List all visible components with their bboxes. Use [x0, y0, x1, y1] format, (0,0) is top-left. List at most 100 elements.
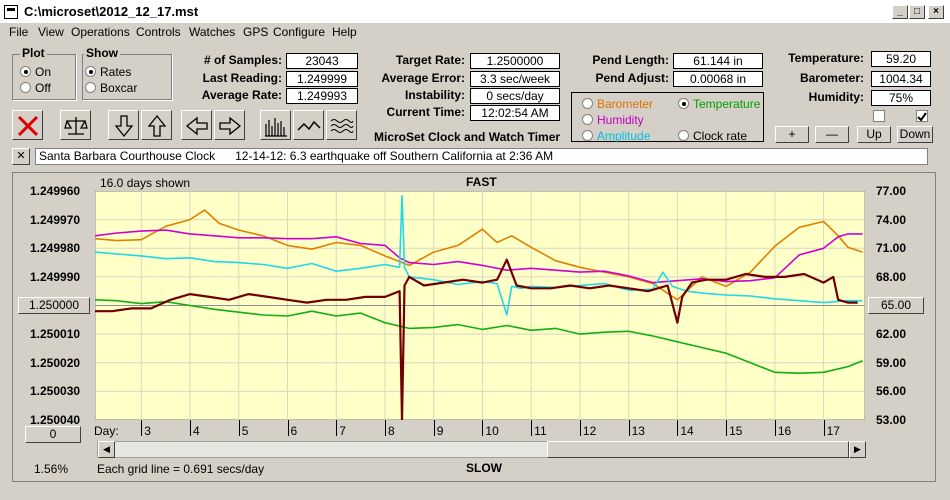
right-axis-tick: 53.00	[876, 413, 907, 427]
clear-button[interactable]	[12, 110, 43, 140]
up-button[interactable]: Up	[857, 126, 891, 143]
right-axis-tick: 71.00	[876, 241, 907, 256]
radio-dot-icon	[582, 130, 593, 142]
app-name: MicroSet Clock and Watch Timer	[374, 130, 561, 144]
radio-dot-icon	[582, 114, 593, 126]
minimize-button[interactable]: _	[892, 5, 908, 19]
menu-controls[interactable]: Controls	[136, 25, 181, 39]
title-bar: C:\microset\2012_12_17.mst _ □ ×	[0, 0, 950, 24]
series-humidity	[95, 229, 863, 284]
horizontal-scrollbar[interactable]: ◀ ▶	[97, 441, 866, 458]
scroll-right-arrow[interactable]: ▶	[849, 441, 866, 458]
radio-dot-icon	[20, 82, 31, 94]
checkbox-left[interactable]	[873, 110, 885, 122]
line-wave-icon	[297, 120, 321, 131]
x-tick-mark	[336, 420, 338, 436]
menu-gps[interactable]: GPS	[243, 25, 269, 39]
day-label: Day:	[94, 424, 119, 438]
scroll-down-button[interactable]	[108, 110, 139, 140]
x-tick-mark	[482, 420, 484, 436]
x-axis-tick: 5	[241, 424, 249, 438]
plus-button[interactable]: +	[775, 126, 809, 143]
histogram-icon	[265, 118, 287, 137]
series-clock-rate	[95, 258, 858, 420]
barometer-radio[interactable]: Barometer	[582, 96, 653, 111]
rate-chart	[95, 191, 865, 420]
target-rate-field[interactable]: 1.2500000	[470, 53, 560, 69]
humidity-value: 75%	[871, 90, 931, 106]
scroll-up-button[interactable]	[141, 110, 172, 140]
barometer-label: Barometer:	[799, 71, 864, 85]
grid-note: Each grid line = 0.691 secs/day	[97, 462, 265, 476]
amplitude-radio[interactable]: Amplitude	[582, 128, 650, 143]
x-axis-tick: 13	[631, 424, 645, 438]
show-boxcar-radio[interactable]: Boxcar	[85, 80, 137, 95]
left-center-button[interactable]: 1.250000	[18, 297, 90, 314]
plot-on-radio[interactable]: On	[20, 64, 51, 79]
x-axis-tick: 6	[290, 424, 298, 438]
target-rate-label: Target Rate:	[395, 53, 465, 67]
average-rate-label: Average Rate:	[201, 88, 282, 102]
humidity-radio[interactable]: Humidity	[582, 112, 644, 127]
left-axis-tick: 1.250030	[30, 384, 81, 399]
show-rates-radio[interactable]: Rates	[85, 64, 131, 79]
multi-wave-icon	[330, 119, 354, 133]
histogram-button[interactable]	[260, 110, 291, 140]
menu-configure[interactable]: Configure	[273, 25, 326, 39]
scroll-right-button[interactable]	[214, 110, 245, 140]
temperature-radio[interactable]: Temperature	[678, 96, 760, 111]
right-axis-tick: 56.00	[876, 384, 907, 399]
arrow-up-icon	[147, 114, 167, 137]
temperature-label: Temperature:	[788, 51, 864, 65]
slow-label: SLOW	[466, 461, 502, 475]
pend-adjust-value: 0.00068 in	[673, 71, 763, 87]
days-shown-label: 16.0 days shown	[100, 176, 191, 190]
x-tick-mark	[823, 420, 825, 436]
arrow-left-icon	[185, 116, 208, 136]
maximize-button[interactable]: □	[909, 5, 925, 19]
sensor-select-box	[571, 92, 764, 142]
x-axis-tick: 3	[144, 424, 151, 438]
radio-dot-icon	[20, 66, 31, 78]
x-axis-tick: 17	[826, 424, 840, 438]
temperature-value: 59.20	[871, 51, 931, 67]
minus-button[interactable]: —	[815, 126, 849, 143]
scroll-left-button[interactable]	[181, 110, 212, 140]
pend-length-label: Pend Length:	[592, 53, 669, 67]
radio-dot-icon	[678, 130, 689, 142]
clear-note-button[interactable]: ✕	[12, 148, 30, 165]
right-center-button[interactable]: 65.00	[868, 297, 924, 314]
zero-button[interactable]: 0	[25, 426, 81, 443]
scroll-left-arrow[interactable]: ◀	[98, 441, 115, 458]
down-button[interactable]: Down	[897, 126, 933, 143]
menu-bar: File View Operations Controls Watches GP…	[0, 24, 950, 42]
checkbox-right[interactable]	[916, 110, 928, 122]
note-field[interactable]: Santa Barbara Courthouse Clock 12-14-12:…	[35, 148, 928, 165]
menu-operations[interactable]: Operations	[71, 25, 130, 39]
plot-panel	[12, 172, 936, 482]
left-axis-tick: 1.249980	[30, 241, 81, 256]
menu-file[interactable]: File	[9, 25, 29, 39]
multi-line-button[interactable]	[326, 110, 357, 140]
last-reading-value: 1.249999	[286, 71, 358, 87]
last-reading-label: Last Reading:	[202, 71, 282, 85]
x-axis-tick: 12	[582, 424, 597, 438]
left-axis-tick: 1.249960	[30, 184, 81, 198]
plot-off-radio[interactable]: Off	[20, 80, 51, 95]
x-axis-tick: 9	[436, 424, 444, 438]
red-x-icon	[17, 115, 39, 137]
menu-view[interactable]: View	[38, 25, 64, 39]
left-axis-tick: 1.250040	[30, 413, 81, 427]
average-rate-value: 1.249993	[286, 88, 358, 104]
scroll-thumb[interactable]	[547, 441, 849, 458]
line-plot-button[interactable]	[293, 110, 324, 140]
close-window-button[interactable]: ×	[928, 5, 944, 19]
x-axis-tick: 10	[485, 424, 499, 438]
balance-button[interactable]	[60, 110, 91, 140]
menu-watches[interactable]: Watches	[189, 25, 236, 39]
menu-help[interactable]: Help	[332, 25, 357, 39]
radio-dot-icon	[582, 98, 593, 110]
clock-rate-radio[interactable]: Clock rate	[678, 128, 747, 143]
pend-length-field[interactable]: 61.144 in	[673, 53, 763, 69]
x-axis-tick: 14	[680, 424, 694, 438]
